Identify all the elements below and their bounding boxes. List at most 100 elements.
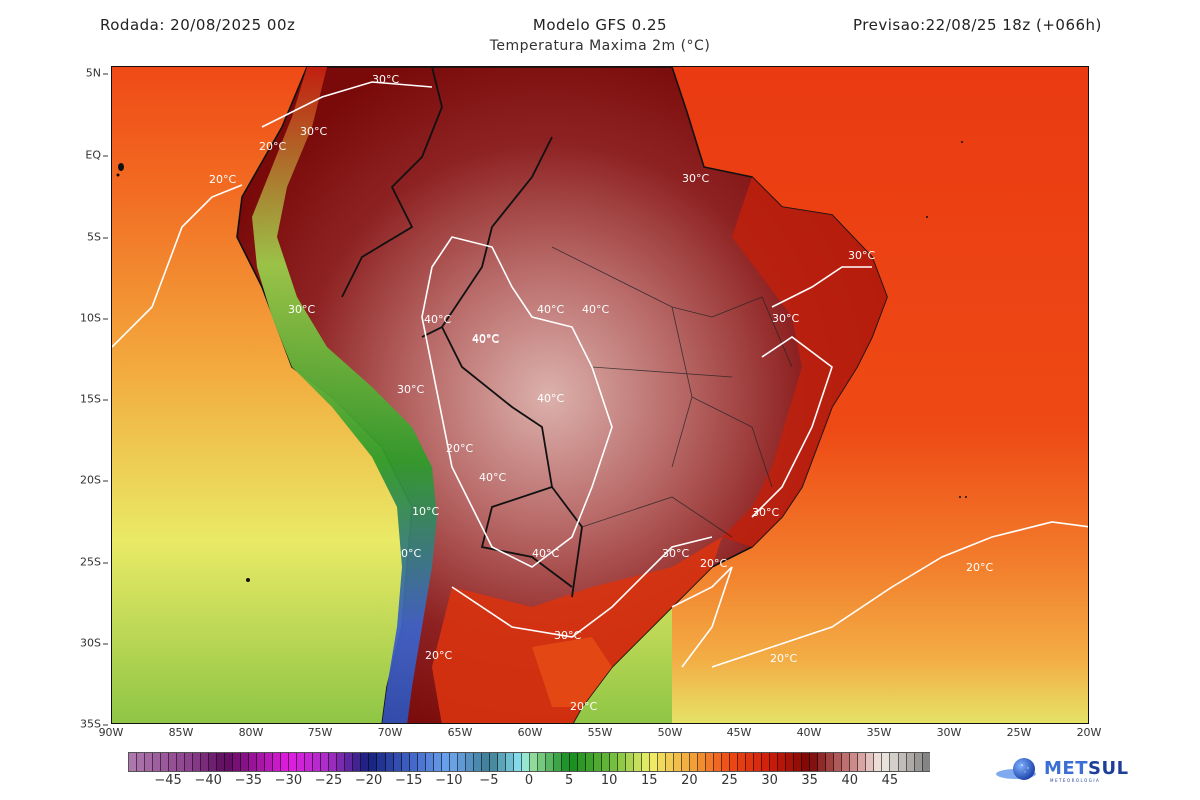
colorbar-bin <box>441 753 450 771</box>
colorbar-bin <box>858 753 867 771</box>
colorbar-bin <box>890 753 899 771</box>
latitude-tick: 20S <box>80 474 108 487</box>
longitude-tick: 65W <box>447 726 473 739</box>
colorbar-bin <box>393 753 402 771</box>
longitude-tick: 25W <box>1006 726 1032 739</box>
contour-label: 10°C <box>412 505 439 518</box>
temperature-map: 30°C 30°C 20°C 20°C 30°C 30°C 30°C 30°C 40°C 40°C… <box>111 66 1089 724</box>
colorbar-bin <box>569 753 578 771</box>
colorbar-bin <box>545 753 554 771</box>
isotherm-30-east <box>751 336 833 518</box>
colorbar-bin <box>882 753 891 771</box>
colorbar-bin <box>169 753 178 771</box>
colorbar-bin <box>874 753 883 771</box>
colorbar-label: −10 <box>435 773 463 788</box>
colorbar-label: −25 <box>314 773 343 788</box>
latitude-tick: 10S <box>80 312 108 325</box>
longitude-tick: 50W <box>657 726 683 739</box>
colorbar-bin <box>922 753 930 771</box>
isotherm-40-interior <box>421 236 613 568</box>
colorbar-bin <box>249 753 258 771</box>
contour-label: 40°C <box>472 332 499 345</box>
colorbar-label: −35 <box>234 773 263 788</box>
colorbar-bin <box>377 753 386 771</box>
islands <box>116 141 967 582</box>
colorbar-bin <box>433 753 442 771</box>
colorbar-bin <box>722 753 731 771</box>
colorbar-label: 10 <box>600 773 618 788</box>
colorbar-bin <box>593 753 602 771</box>
state-borders <box>551 246 793 538</box>
colorbar-bin <box>209 753 218 771</box>
country-borders <box>341 67 583 598</box>
colorbar-label: 30 <box>761 773 778 788</box>
colorbar-bin <box>473 753 482 771</box>
colorbar-bin <box>850 753 859 771</box>
colorbar-bin <box>625 753 634 771</box>
run-date-label: Rodada: 20/08/2025 00z <box>100 16 296 34</box>
map-canvas: 30°C 30°C 20°C 20°C 30°C 30°C 30°C 30°C 40°C 40°C… <box>112 67 1088 723</box>
uruguay-region <box>532 637 612 707</box>
colorbar-bin <box>345 753 354 771</box>
colorbar-bin <box>642 753 651 771</box>
longitude-tick: 45W <box>726 726 752 739</box>
contour-label: 20°C <box>446 442 473 455</box>
colorbar-bin <box>754 753 763 771</box>
colorbar-bin <box>217 753 226 771</box>
latitude-tick: 5S <box>87 231 108 244</box>
colorbar-bin <box>257 753 266 771</box>
colorbar-bin <box>273 753 282 771</box>
isotherm-30-northeast <box>771 266 872 308</box>
contour-label: 20°C <box>770 652 797 665</box>
colorbar-bin <box>658 753 667 771</box>
colorbar-label: 5 <box>564 773 574 788</box>
colorbar-label: 20 <box>681 773 698 788</box>
colorbar-bin <box>305 753 314 771</box>
contour-label: 20°C <box>966 561 993 574</box>
colorbar-bin <box>297 753 306 771</box>
colorbar-label: 45 <box>881 773 899 788</box>
colorbar-bin <box>770 753 779 771</box>
longitude-tick: 85W <box>168 726 194 739</box>
colorbar-bin <box>489 753 498 771</box>
longitude-tick: 90W <box>98 726 124 739</box>
contour-label: 20°C <box>259 140 286 153</box>
latitude-tick: 30S <box>80 637 108 650</box>
contour-label: 20°C <box>425 649 452 662</box>
contour-label: 30°C <box>288 303 315 316</box>
colorbar-bin <box>385 753 394 771</box>
colorbar-bin <box>449 753 458 771</box>
contour-label: 40°C <box>479 471 506 484</box>
contour-label: 40°C <box>472 333 499 346</box>
colorbar-bin <box>513 753 522 771</box>
longitude-tick: 60W <box>517 726 543 739</box>
colorbar-bin <box>329 753 338 771</box>
colorbar-bin <box>537 753 546 771</box>
colorbar-bin <box>786 753 795 771</box>
longitude-tick: 75W <box>307 726 333 739</box>
colorbar-bin <box>409 753 418 771</box>
contour-label: 30°C <box>300 125 327 138</box>
latitude-tick: EQ <box>85 149 108 162</box>
colorbar-bin <box>577 753 586 771</box>
colorbar-label: −40 <box>194 773 222 788</box>
colorbar-bin <box>674 753 683 771</box>
colorbar-label: 25 <box>721 773 738 788</box>
colorbar-bin <box>529 753 538 771</box>
latitude-tick: 25S <box>80 556 108 569</box>
colorbar-bin <box>465 753 474 771</box>
colorbar-bin <box>225 753 234 771</box>
northeast-brazil-region <box>722 177 887 547</box>
colorbar-label: −45 <box>154 773 182 788</box>
logo-wordmark: METSUL <box>1044 758 1129 779</box>
colorbar-bin <box>609 753 618 771</box>
contour-label: 20°C <box>700 557 727 570</box>
colorbar-label: 15 <box>641 773 658 788</box>
contour-label: 30°C <box>372 73 399 86</box>
colorbar-label: −5 <box>479 773 499 788</box>
contour-label: 40°C <box>582 303 609 316</box>
latitude-tick: 15S <box>80 393 108 406</box>
contour-label: 40°C <box>532 547 559 560</box>
colorbar-bin <box>417 753 426 771</box>
longitude-tick: 55W <box>587 726 613 739</box>
